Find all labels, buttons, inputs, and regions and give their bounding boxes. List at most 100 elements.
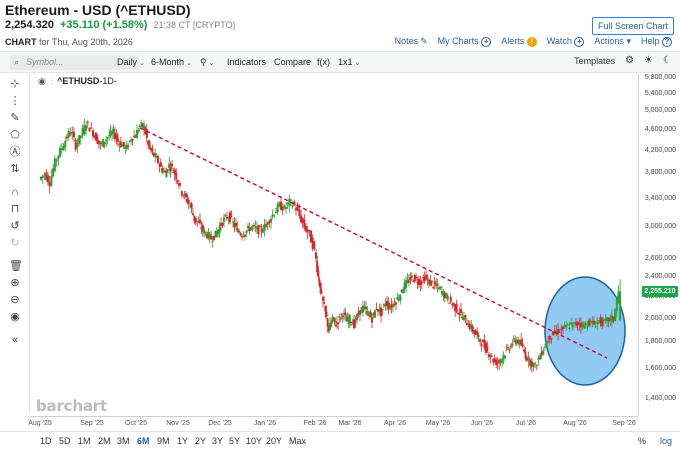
- zoom-out-icon[interactable]: ⊖: [10, 294, 20, 306]
- my-charts-link[interactable]: My Charts +: [438, 36, 492, 47]
- actions-menu[interactable]: Actions ▾: [594, 36, 631, 47]
- magnet-icon[interactable]: ∩: [11, 186, 19, 198]
- candle: [568, 322, 571, 332]
- undo-icon[interactable]: ↺: [10, 220, 20, 232]
- chevron-down-icon: ⌄: [208, 60, 215, 67]
- candle: [203, 225, 206, 238]
- price-chart[interactable]: [30, 74, 638, 416]
- candle: [537, 354, 540, 366]
- time-tick-label: Dec '25: [208, 420, 232, 427]
- settings-icon[interactable]: ⚙: [625, 55, 635, 66]
- header: Ethereum - USD (^ETHUSD) 2,254.320 +35.1…: [0, 0, 680, 50]
- candle: [112, 124, 115, 139]
- candle: [227, 215, 230, 225]
- range-button-max[interactable]: Max: [289, 436, 307, 446]
- chart-type-dropdown[interactable]: ⚲ ⌄: [200, 57, 214, 68]
- candle: [432, 286, 435, 290]
- candle: [125, 140, 128, 152]
- candle: [443, 291, 446, 303]
- candle: [180, 190, 183, 198]
- candle: [338, 313, 341, 324]
- symbol-search-input[interactable]: ⌕ Symbol...: [10, 55, 138, 70]
- candle: [229, 210, 231, 225]
- candle: [105, 135, 108, 148]
- candle: [467, 320, 470, 328]
- range-button-3m[interactable]: 3M: [117, 436, 130, 446]
- candle: [445, 292, 448, 299]
- watch-link[interactable]: Watch +: [547, 36, 585, 47]
- range-button-6m[interactable]: 6M: [137, 436, 150, 446]
- candle: [377, 309, 379, 317]
- candle: [523, 345, 526, 353]
- full-screen-chart-button[interactable]: Full Screen Chart: [591, 17, 674, 35]
- line-tools-icon[interactable]: ⋮: [9, 95, 21, 107]
- eye-icon[interactable]: ◉: [10, 311, 20, 323]
- candle: [194, 217, 197, 226]
- range-button-1y[interactable]: 1Y: [177, 436, 189, 446]
- candle: [336, 316, 338, 329]
- shapes-icon[interactable]: ⬠: [10, 129, 20, 141]
- range-button-2y[interactable]: 2Y: [195, 436, 207, 446]
- brush-icon[interactable]: ✎: [10, 112, 20, 124]
- candle: [96, 134, 99, 145]
- candle: [423, 271, 426, 284]
- candle: [136, 124, 138, 139]
- fx-button[interactable]: f(x): [317, 57, 330, 67]
- lock-icon[interactable]: ⊓: [10, 203, 20, 215]
- compare-button[interactable]: Compare: [274, 57, 312, 67]
- range-button-2m[interactable]: 2M: [98, 436, 111, 446]
- candle: [86, 120, 89, 129]
- candle: [578, 318, 581, 332]
- candle: [427, 277, 430, 289]
- log-toggle[interactable]: log: [659, 436, 672, 446]
- range-button-20y[interactable]: 20Y: [266, 436, 283, 446]
- candle-icon: ⫶: [50, 76, 54, 86]
- notes-link[interactable]: Notes ✎: [395, 36, 428, 47]
- candle: [223, 213, 225, 228]
- templates-button[interactable]: Templates: [574, 55, 616, 66]
- trash-icon[interactable]: 🗑: [9, 260, 23, 272]
- range-button-5y[interactable]: 5Y: [229, 436, 241, 446]
- candle: [213, 235, 215, 242]
- candle: [323, 296, 326, 305]
- sun-icon[interactable]: ☀: [644, 55, 654, 66]
- range-button-5d[interactable]: 5D: [59, 436, 71, 446]
- eye-icon[interactable]: ◉: [38, 76, 46, 86]
- candle: [360, 306, 363, 314]
- candle: [221, 221, 224, 228]
- interval-dropdown[interactable]: Daily ⌄: [117, 57, 145, 67]
- chevron-down-icon: ⌄: [354, 60, 361, 67]
- percent-toggle[interactable]: %: [637, 436, 646, 446]
- range-button-1m[interactable]: 1M: [78, 436, 91, 446]
- text-icon[interactable]: Ⓐ: [9, 146, 21, 158]
- layout-dropdown[interactable]: 1x1 ⌄: [338, 57, 360, 67]
- time-axis[interactable]: Aug '25 Sep '25 Oct '25 Nov '25 Dec '25 Jan '…: [28, 416, 638, 430]
- help-link[interactable]: Help ?: [641, 36, 672, 47]
- moon-icon[interactable]: ☾: [663, 55, 672, 66]
- candle: [324, 305, 327, 318]
- range-button-3y[interactable]: 3Y: [212, 436, 224, 446]
- candle: [365, 300, 367, 316]
- measure-icon[interactable]: ⇅: [10, 163, 20, 175]
- candle: [462, 311, 465, 321]
- price-axis[interactable]: 5,800,000 5,400,000 5,000,000 4,600,000 4,20…: [638, 74, 680, 416]
- candle: [262, 225, 264, 234]
- range-button-9m[interactable]: 9M: [157, 436, 170, 446]
- alerts-link[interactable]: Alerts !: [501, 36, 537, 47]
- candle: [460, 303, 462, 318]
- candle: [319, 282, 322, 295]
- range-dropdown[interactable]: 6-Month ⌄: [151, 57, 192, 67]
- indicators-button[interactable]: Indicators: [227, 57, 267, 67]
- range-button-1d[interactable]: 1D: [40, 436, 52, 446]
- candle: [50, 169, 53, 187]
- range-button-10y[interactable]: 10Y: [246, 436, 263, 446]
- collapse-icon[interactable]: «: [11, 334, 19, 346]
- crosshair-icon[interactable]: ⊹: [10, 78, 20, 90]
- candle: [368, 310, 370, 320]
- zoom-in-icon[interactable]: ⊕: [10, 277, 20, 289]
- redo-icon[interactable]: ↻: [10, 237, 20, 249]
- candle: [333, 317, 336, 326]
- candle: [468, 320, 471, 331]
- trendline[interactable]: [139, 127, 608, 359]
- candle: [288, 194, 291, 213]
